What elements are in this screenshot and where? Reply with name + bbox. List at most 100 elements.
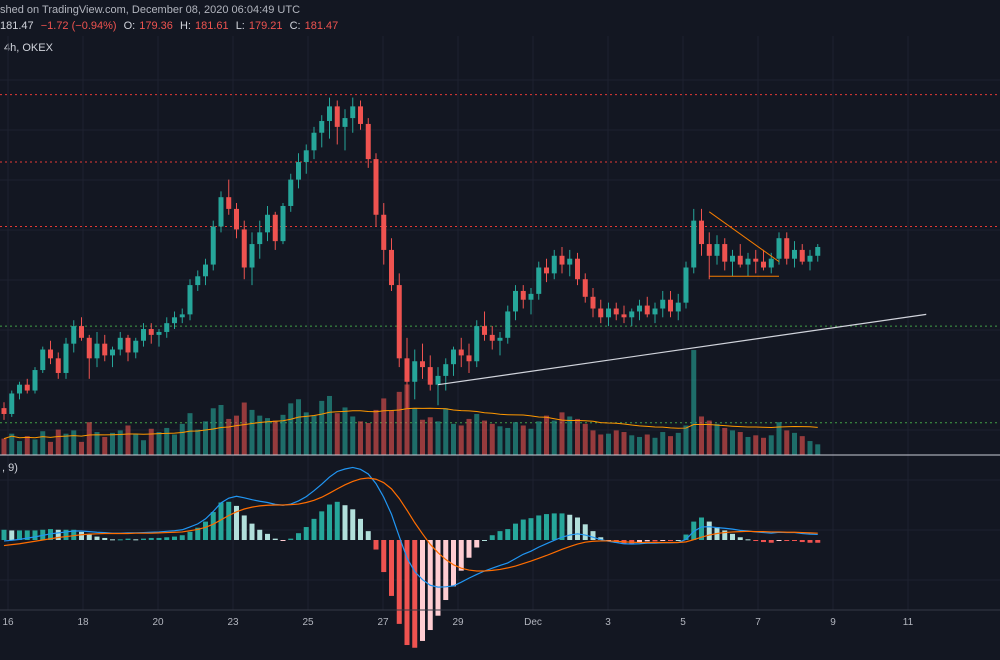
symbol-interval: 4h, OKEX [4,42,53,54]
macd-histogram-bar [737,537,743,540]
candle-body [792,249,797,259]
macd-histogram-bar [420,540,425,641]
volume-bar [218,404,224,455]
volume-bar [1,438,7,455]
macd-histogram-bar [350,509,356,540]
candle-body [365,123,371,160]
volume-bar [768,435,774,455]
candle-body [420,361,425,368]
volume-bar [24,436,30,455]
candle-body [598,308,604,318]
candle-body [40,349,46,371]
volume-bar [567,416,573,455]
volume-bar [265,418,270,455]
macd-histogram-bar [551,513,557,540]
volume-bar [722,427,728,455]
macd-histogram-bar [567,514,573,540]
macd-histogram-bar [280,540,286,541]
volume-bar [412,408,418,455]
candle-body [528,293,534,300]
macd-histogram-bar [156,537,162,540]
candle-body [513,290,518,312]
candle-body [559,255,565,265]
time-axis-tick-label: 27 [377,617,389,628]
volume-bar [598,434,604,455]
volume-bar [691,350,697,455]
candle-body [776,238,782,259]
volume-bar [280,414,286,455]
candle-body [768,258,774,268]
candle-body [125,337,131,353]
macd-histogram-bar [489,535,495,540]
close-value: 181.47 [304,20,339,32]
volume-bar [420,419,425,455]
macd-legend: , 9) [2,462,18,474]
volume-bar [110,432,115,455]
macd-histogram-bar [668,540,673,541]
time-axis-tick-label: 20 [152,617,164,628]
candle-body [179,314,185,318]
macd-histogram-bar [55,529,61,540]
time-axis-tick-label: 29 [452,617,464,628]
macd-histogram-bar [412,540,418,648]
candle-body [86,337,92,359]
volume-bar [528,428,534,455]
volume-bar [381,398,387,455]
volume-bar [141,440,146,455]
candle-body [706,244,712,256]
volume-bar [606,433,611,455]
volume-bar [148,428,154,455]
candle-body [9,393,15,414]
macd-histogram-bar [466,540,472,558]
candle-body [753,258,759,262]
candle-body [458,349,464,356]
candle-body [195,276,201,286]
candle-body [466,355,472,362]
candle-body [164,323,170,332]
candle-body [226,197,232,209]
macd-histogram-bar [141,538,146,540]
macd-histogram-bar [234,505,239,540]
candle-body [451,349,456,365]
candle-body [404,358,410,382]
macd-histogram-bar [660,540,666,541]
volume-bar [613,430,619,455]
candle-body [48,349,53,359]
volume-bar [435,421,441,455]
volume-bar [451,423,456,455]
macd-histogram-bar [652,540,658,542]
candle-body [79,326,84,338]
volume-bar [683,425,689,455]
volume-bar [482,420,487,455]
macd-histogram-bar [203,521,208,540]
macd-histogram-bar [288,538,294,540]
volume-bar [815,444,821,455]
candle-body [489,334,495,341]
candle-body [133,340,139,353]
candle-body [296,162,301,180]
macd-histogram-bar [334,501,340,540]
volume-bar [443,408,449,455]
volume-bar [172,434,177,455]
candle-body [505,311,511,338]
macd-histogram-bar [544,514,549,540]
macd-histogram-bar [125,538,131,540]
volume-bar [644,434,650,455]
candle-body [575,258,580,280]
candle-body [722,244,728,262]
volume-bar [458,425,464,455]
volume-bar [551,420,557,455]
macd-histogram-bar [443,540,449,601]
volume-bar [737,432,743,455]
candle-body [427,367,433,385]
macd-histogram-bar [179,535,185,540]
macd-histogram-bar [497,531,503,540]
volume-bar [389,410,394,455]
macd-histogram-bar [520,519,526,540]
volume-bar [396,391,402,455]
high-label: H: [179,20,191,32]
candle-body [745,258,751,265]
volume-bar [668,436,673,455]
time-axis-tick-label: 23 [227,617,239,628]
